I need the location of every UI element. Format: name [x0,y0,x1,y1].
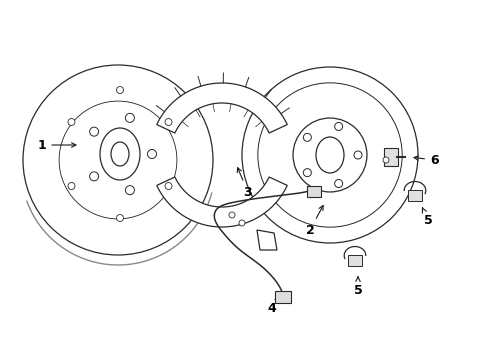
FancyBboxPatch shape [306,186,320,197]
Text: 1: 1 [38,139,76,152]
Circle shape [125,186,134,195]
Circle shape [164,183,172,189]
Circle shape [23,65,213,255]
Circle shape [59,101,177,219]
Circle shape [334,122,342,130]
Polygon shape [257,230,276,250]
Ellipse shape [111,142,129,166]
Text: 6: 6 [413,153,438,166]
Polygon shape [157,83,286,133]
Circle shape [125,113,134,122]
FancyBboxPatch shape [347,255,362,266]
Circle shape [303,133,311,141]
Circle shape [353,151,361,159]
Circle shape [116,215,123,221]
Circle shape [228,212,235,218]
Circle shape [89,127,99,136]
Circle shape [242,67,417,243]
Text: 4: 4 [267,296,279,315]
Circle shape [164,118,172,126]
Ellipse shape [315,137,343,173]
Circle shape [147,149,156,158]
Ellipse shape [100,128,140,180]
Circle shape [68,183,75,189]
Circle shape [239,220,244,226]
Circle shape [257,83,401,227]
Circle shape [303,168,311,177]
Circle shape [68,118,75,126]
Text: 5: 5 [353,277,362,297]
Text: 5: 5 [422,208,431,226]
Circle shape [334,180,342,188]
FancyBboxPatch shape [383,148,397,166]
Circle shape [382,157,388,163]
Text: 2: 2 [305,206,323,237]
Circle shape [116,86,123,94]
Circle shape [89,172,99,181]
FancyBboxPatch shape [407,189,422,201]
Polygon shape [157,177,286,227]
FancyBboxPatch shape [274,291,290,303]
Text: 3: 3 [237,168,252,198]
Circle shape [292,118,366,192]
